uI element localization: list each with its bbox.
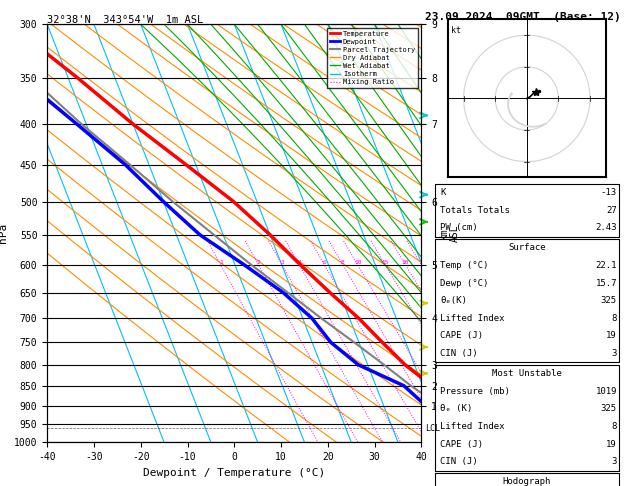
Text: 20: 20 xyxy=(402,260,409,265)
Text: Most Unstable: Most Unstable xyxy=(492,369,562,378)
Text: 3: 3 xyxy=(280,260,284,265)
Text: 1: 1 xyxy=(219,260,223,265)
Legend: Temperature, Dewpoint, Parcel Trajectory, Dry Adiabat, Wet Adiabat, Isotherm, Mi: Temperature, Dewpoint, Parcel Trajectory… xyxy=(327,28,418,88)
Text: θₑ (K): θₑ (K) xyxy=(440,404,473,414)
Text: Hodograph: Hodograph xyxy=(503,477,551,486)
Y-axis label: hPa: hPa xyxy=(0,223,8,243)
Text: 4: 4 xyxy=(298,260,301,265)
Text: Pressure (mb): Pressure (mb) xyxy=(440,387,510,396)
Text: -13: -13 xyxy=(601,188,617,197)
X-axis label: Dewpoint / Temperature (°C): Dewpoint / Temperature (°C) xyxy=(143,468,325,478)
Text: 2.43: 2.43 xyxy=(596,223,617,232)
Text: Surface: Surface xyxy=(508,243,545,252)
Text: CAPE (J): CAPE (J) xyxy=(440,331,484,341)
Text: 8: 8 xyxy=(611,422,617,431)
Text: Temp (°C): Temp (°C) xyxy=(440,261,489,270)
Text: PW (cm): PW (cm) xyxy=(440,223,478,232)
Text: CAPE (J): CAPE (J) xyxy=(440,439,484,449)
Text: Lifted Index: Lifted Index xyxy=(440,422,505,431)
Text: 15.7: 15.7 xyxy=(596,278,617,288)
Text: 19: 19 xyxy=(606,439,617,449)
Text: 6: 6 xyxy=(323,260,326,265)
Text: 3: 3 xyxy=(611,349,617,358)
Text: 1019: 1019 xyxy=(596,387,617,396)
Text: 8: 8 xyxy=(341,260,345,265)
Text: 27: 27 xyxy=(606,206,617,215)
Text: 3: 3 xyxy=(611,457,617,466)
Text: 325: 325 xyxy=(601,404,617,414)
Text: Totals Totals: Totals Totals xyxy=(440,206,510,215)
Text: 2: 2 xyxy=(257,260,260,265)
Text: 325: 325 xyxy=(601,296,617,305)
Text: 22.1: 22.1 xyxy=(596,261,617,270)
Text: Dewp (°C): Dewp (°C) xyxy=(440,278,489,288)
Text: 8: 8 xyxy=(611,314,617,323)
Text: 10: 10 xyxy=(354,260,362,265)
Text: K: K xyxy=(440,188,446,197)
Text: ☆: ☆ xyxy=(509,89,515,98)
Text: 19: 19 xyxy=(606,331,617,341)
Text: 23.09.2024  09GMT  (Base: 12): 23.09.2024 09GMT (Base: 12) xyxy=(425,12,620,22)
Text: kt: kt xyxy=(451,26,461,35)
Text: 15: 15 xyxy=(382,260,389,265)
Text: LCL: LCL xyxy=(425,424,440,433)
Text: CIN (J): CIN (J) xyxy=(440,457,478,466)
Text: CIN (J): CIN (J) xyxy=(440,349,478,358)
Text: Lifted Index: Lifted Index xyxy=(440,314,505,323)
Y-axis label: km
ASL: km ASL xyxy=(438,225,460,242)
Text: θₑ(K): θₑ(K) xyxy=(440,296,467,305)
Text: 32°38'N  343°54'W  1m ASL: 32°38'N 343°54'W 1m ASL xyxy=(47,15,203,25)
